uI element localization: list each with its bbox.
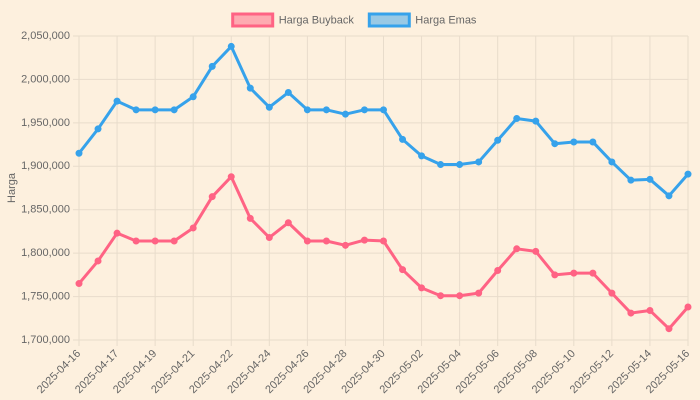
data-point (341, 110, 349, 118)
data-point (627, 176, 635, 184)
y-tick-label: 1,900,000 (21, 160, 70, 172)
data-point (380, 106, 387, 114)
data-point (399, 266, 407, 274)
data-point (322, 237, 330, 245)
data-point (418, 284, 426, 292)
data-point (360, 236, 368, 244)
y-tick-label: 1,950,000 (21, 117, 70, 129)
data-point (94, 257, 102, 265)
data-point (227, 42, 235, 50)
data-point (399, 135, 407, 143)
data-point (513, 245, 521, 253)
data-point (246, 214, 254, 222)
legend-label: Harga Buyback (279, 14, 355, 26)
data-point (265, 234, 273, 242)
data-point (684, 303, 692, 311)
data-point (494, 136, 502, 144)
data-point (627, 309, 635, 317)
data-point (475, 289, 483, 297)
data-point (322, 106, 330, 114)
data-point (113, 97, 121, 105)
data-point (589, 138, 597, 146)
data-point (75, 280, 83, 288)
data-point (132, 237, 140, 245)
data-point (646, 175, 654, 183)
data-point (570, 269, 578, 277)
data-point (456, 161, 464, 169)
data-point (513, 115, 521, 123)
y-tick-label: 1,800,000 (21, 247, 70, 259)
y-tick-label: 2,050,000 (21, 30, 70, 42)
data-point (227, 173, 235, 181)
legend-label: Harga Emas (415, 14, 477, 26)
legend-swatch (231, 12, 275, 28)
y-tick-label: 2,000,000 (21, 73, 70, 85)
legend-swatch (367, 12, 411, 28)
data-point (341, 241, 349, 249)
y-tick-label: 1,700,000 (21, 334, 70, 346)
data-point (132, 106, 140, 114)
data-point (380, 237, 387, 245)
data-point (208, 62, 216, 70)
data-point (437, 161, 445, 169)
data-point (151, 237, 159, 245)
data-point (284, 88, 292, 96)
data-point (246, 84, 254, 92)
data-point (189, 224, 197, 232)
data-point (208, 193, 216, 201)
data-point (646, 306, 654, 314)
data-point (551, 271, 559, 279)
y-axis-title: Harga (6, 172, 18, 203)
data-point (589, 269, 597, 277)
y-tick-label: 1,850,000 (21, 204, 70, 216)
data-point (151, 106, 159, 114)
data-point (494, 267, 502, 275)
y-tick-label: 1,750,000 (21, 290, 70, 302)
data-point (437, 292, 445, 300)
data-point (284, 219, 292, 227)
data-point (475, 158, 483, 166)
data-point (189, 93, 197, 101)
data-point (570, 138, 578, 146)
data-point (265, 103, 273, 111)
data-point (551, 140, 559, 148)
data-point (360, 106, 368, 114)
data-point (303, 106, 311, 114)
data-point (170, 106, 178, 114)
data-point (665, 325, 673, 333)
data-point (170, 237, 178, 245)
data-point (418, 152, 426, 160)
data-point (532, 247, 540, 255)
data-point (608, 289, 616, 297)
data-point (113, 229, 121, 237)
data-point (75, 149, 83, 157)
data-point (665, 192, 673, 200)
data-point (94, 125, 102, 133)
data-point (456, 292, 464, 300)
data-point (532, 117, 540, 125)
data-point (684, 170, 692, 178)
data-point (303, 237, 311, 245)
data-point (608, 158, 616, 166)
